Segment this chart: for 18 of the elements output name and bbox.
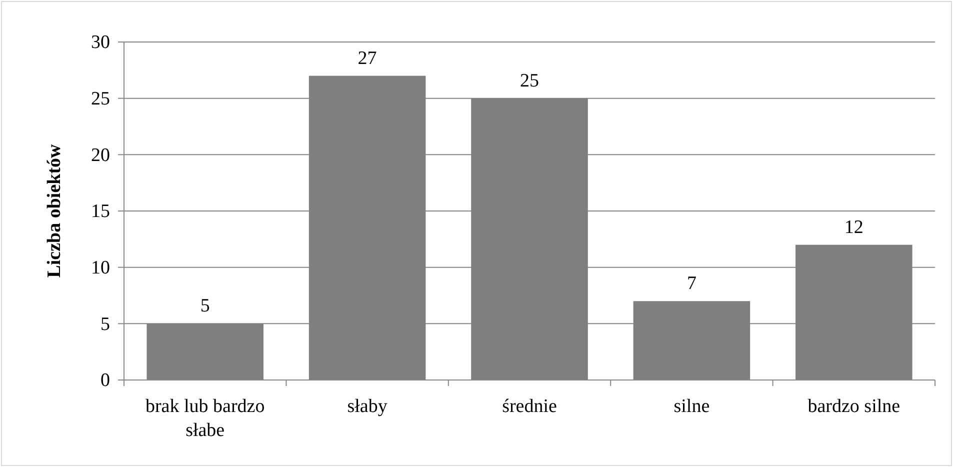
data-label: 12 (844, 216, 864, 238)
y-tick-label: 25 (91, 88, 110, 110)
y-tick-label: 0 (100, 370, 110, 392)
y-tick-label: 20 (91, 144, 110, 166)
x-tick-label: bardzo silne (808, 396, 900, 417)
y-tick-label: 15 (91, 201, 110, 222)
y-tick-label: 30 (91, 32, 110, 54)
y-tick-label: 5 (100, 314, 110, 335)
x-tick-label: brak lub bardzo słabe (145, 396, 265, 441)
x-tick-label: słaby (347, 396, 388, 417)
x-tick-label: silne (674, 396, 710, 417)
data-label: 5 (200, 296, 210, 317)
y-axis-title: Liczba obiektów (44, 144, 65, 278)
data-label: 7 (686, 273, 696, 294)
data-label: 27 (358, 48, 377, 69)
data-label: 25 (520, 70, 539, 92)
y-tick-label: 10 (91, 257, 110, 278)
x-tick-label: średnie (502, 396, 557, 417)
